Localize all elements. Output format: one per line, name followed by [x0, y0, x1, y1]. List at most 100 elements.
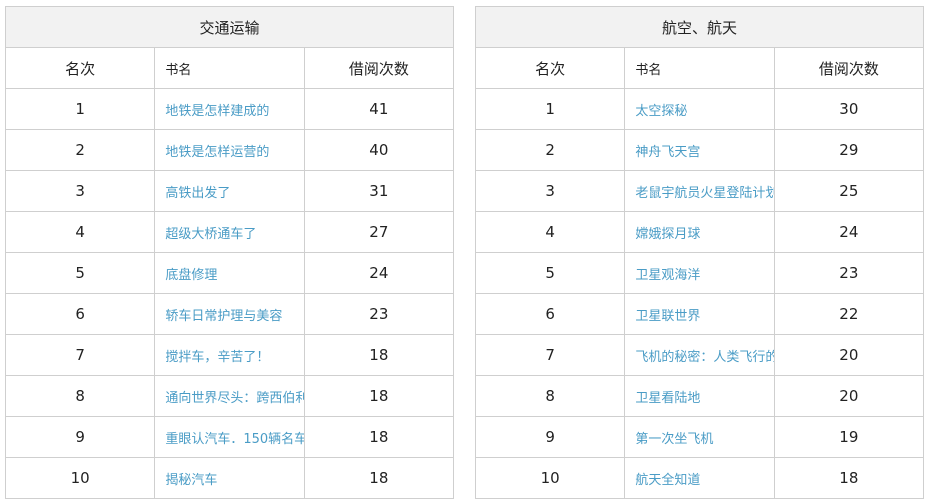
rank-cell: 1: [474, 88, 626, 130]
table-row: 10 航天全知道 18: [474, 457, 925, 499]
table-title: 航空、航天: [475, 6, 924, 48]
book-title-link[interactable]: 太空探秘: [635, 103, 688, 119]
rank-cell: 10: [474, 457, 626, 499]
table-row: 3 高铁出发了 31: [4, 170, 455, 212]
borrow-count-cell: 27: [303, 211, 455, 253]
rank-cell: 10: [4, 457, 156, 499]
table-row: 2 地铁是怎样运营的 40: [4, 129, 455, 171]
book-title-link[interactable]: 轿车日常护理与美容: [165, 308, 283, 324]
book-title-cell: 飞机的秘密：人类飞行的梦想: [624, 334, 775, 376]
borrow-count-cell: 20: [773, 334, 925, 376]
rank-cell: 3: [474, 170, 626, 212]
rank-cell: 8: [474, 375, 626, 417]
borrow-count-cell: 18: [773, 457, 925, 499]
book-title-link[interactable]: 重眼认汽车．150辆名车: [165, 431, 305, 447]
table-row: 6 轿车日常护理与美容 23: [4, 293, 455, 335]
book-title-cell: 神舟飞天宫: [624, 129, 775, 171]
rank-cell: 5: [4, 252, 156, 294]
borrow-count-cell: 24: [303, 252, 455, 294]
book-title-cell: 卫星联世界: [624, 293, 775, 335]
rank-cell: 1: [4, 88, 156, 130]
column-header-name: 书名: [154, 47, 305, 89]
table-row: 1 太空探秘 30: [474, 88, 925, 130]
book-title-link[interactable]: 嫦娥探月球: [635, 226, 701, 242]
column-header-rank: 名次: [4, 47, 156, 89]
book-title-link[interactable]: 揭秘汽车: [165, 472, 218, 488]
table-row: 7 飞机的秘密：人类飞行的梦想20: [474, 334, 925, 376]
table-row: 10 揭秘汽车 18: [4, 457, 455, 499]
table-row: 3 老鼠宇航员火星登陆计划 25: [474, 170, 925, 212]
table-row: 6 卫星联世界 22: [474, 293, 925, 335]
borrow-count-cell: 31: [303, 170, 455, 212]
table-row: 7 搅拌车，辛苦了！ 18: [4, 334, 455, 376]
table-title: 交通运输: [5, 6, 454, 48]
rank-cell: 7: [4, 334, 156, 376]
borrow-count-cell: 23: [773, 252, 925, 294]
book-title-cell: 地铁是怎样运营的: [154, 129, 305, 171]
borrow-count-cell: 19: [773, 416, 925, 458]
book-title-cell: 揭秘汽车: [154, 457, 305, 499]
book-title-cell: 通向世界尽头：跨西伯利亚大铁路的...: [154, 375, 305, 417]
book-title-link[interactable]: 卫星看陆地: [635, 390, 701, 406]
book-title-link[interactable]: 第一次坐飞机: [635, 431, 714, 447]
borrow-count-cell: 41: [303, 88, 455, 130]
book-title-cell: 轿车日常护理与美容: [154, 293, 305, 335]
table-row: 8 通向世界尽头：跨西伯利亚大铁路的...18: [4, 375, 455, 417]
book-title-link[interactable]: 航天全知道: [635, 472, 701, 488]
book-title-cell: 卫星看陆地: [624, 375, 775, 417]
column-header-count: 借阅次数: [303, 47, 455, 89]
book-title-cell: 第一次坐飞机: [624, 416, 775, 458]
book-title-cell: 太空探秘: [624, 88, 775, 130]
book-title-cell: 嫦娥探月球: [624, 211, 775, 253]
column-header-count: 借阅次数: [773, 47, 925, 89]
borrow-count-cell: 18: [303, 416, 455, 458]
rank-cell: 3: [4, 170, 156, 212]
rank-cell: 8: [4, 375, 156, 417]
book-title-cell: 重眼认汽车．150辆名车: [154, 416, 305, 458]
rank-cell: 9: [4, 416, 156, 458]
book-title-link[interactable]: 卫星观海洋: [635, 267, 701, 283]
book-title-link[interactable]: 高铁出发了: [165, 185, 231, 201]
book-title-cell: 老鼠宇航员火星登陆计划: [624, 170, 775, 212]
book-title-cell: 地铁是怎样建成的: [154, 88, 305, 130]
rank-cell: 6: [4, 293, 156, 335]
book-title-link[interactable]: 搅拌车，辛苦了！: [165, 349, 270, 365]
table-row: 2 神舟飞天宫 29: [474, 129, 925, 171]
table-row: 4 超级大桥通车了 27: [4, 211, 455, 253]
borrow-count-cell: 20: [773, 375, 925, 417]
borrow-count-cell: 18: [303, 457, 455, 499]
book-title-cell: 航天全知道: [624, 457, 775, 499]
borrow-count-cell: 40: [303, 129, 455, 171]
borrow-count-cell: 25: [773, 170, 925, 212]
borrow-count-cell: 24: [773, 211, 925, 253]
book-title-link[interactable]: 底盘修理: [165, 267, 218, 283]
rank-cell: 9: [474, 416, 626, 458]
book-title-link[interactable]: 超级大桥通车了: [165, 226, 257, 242]
table-row: 9 重眼认汽车．150辆名车 18: [4, 416, 455, 458]
rank-cell: 4: [474, 211, 626, 253]
book-title-link[interactable]: 地铁是怎样运营的: [165, 144, 270, 160]
book-title-cell: 搅拌车，辛苦了！: [154, 334, 305, 376]
rank-cell: 6: [474, 293, 626, 335]
book-title-link[interactable]: 通向世界尽头：跨西伯利亚大铁路的...: [165, 390, 303, 406]
table-row: 1 地铁是怎样建成的 41: [4, 88, 455, 130]
column-header-rank: 名次: [474, 47, 626, 89]
ranking-table-aerospace: 航空、航天 名次 书名 借阅次数 1 太空探秘 30 2 神舟飞天宫 29 3 老鼠宇航员火星…: [474, 6, 925, 499]
book-title-link[interactable]: 卫星联世界: [635, 308, 701, 324]
book-title-link[interactable]: 地铁是怎样建成的: [165, 103, 270, 119]
rank-cell: 7: [474, 334, 626, 376]
borrow-count-cell: 23: [303, 293, 455, 335]
book-title-link[interactable]: 飞机的秘密：人类飞行的梦想: [635, 349, 773, 365]
book-title-cell: 超级大桥通车了: [154, 211, 305, 253]
rank-cell: 4: [4, 211, 156, 253]
ranking-panel-aerospace: 航空、航天 名次 书名 借阅次数 1 太空探秘 30 2 神舟飞天宫 29 3 老鼠宇航员火星…: [474, 6, 925, 499]
book-title-link[interactable]: 老鼠宇航员火星登陆计划: [635, 185, 775, 201]
table-row: 8 卫星看陆地 20: [474, 375, 925, 417]
table-row: 5 卫星观海洋 23: [474, 252, 925, 294]
borrow-count-cell: 30: [773, 88, 925, 130]
column-header-name: 书名: [624, 47, 775, 89]
table-row: 5 底盘修理 24: [4, 252, 455, 294]
book-title-link[interactable]: 神舟飞天宫: [635, 144, 701, 160]
rank-cell: 2: [4, 129, 156, 171]
borrow-count-cell: 29: [773, 129, 925, 171]
